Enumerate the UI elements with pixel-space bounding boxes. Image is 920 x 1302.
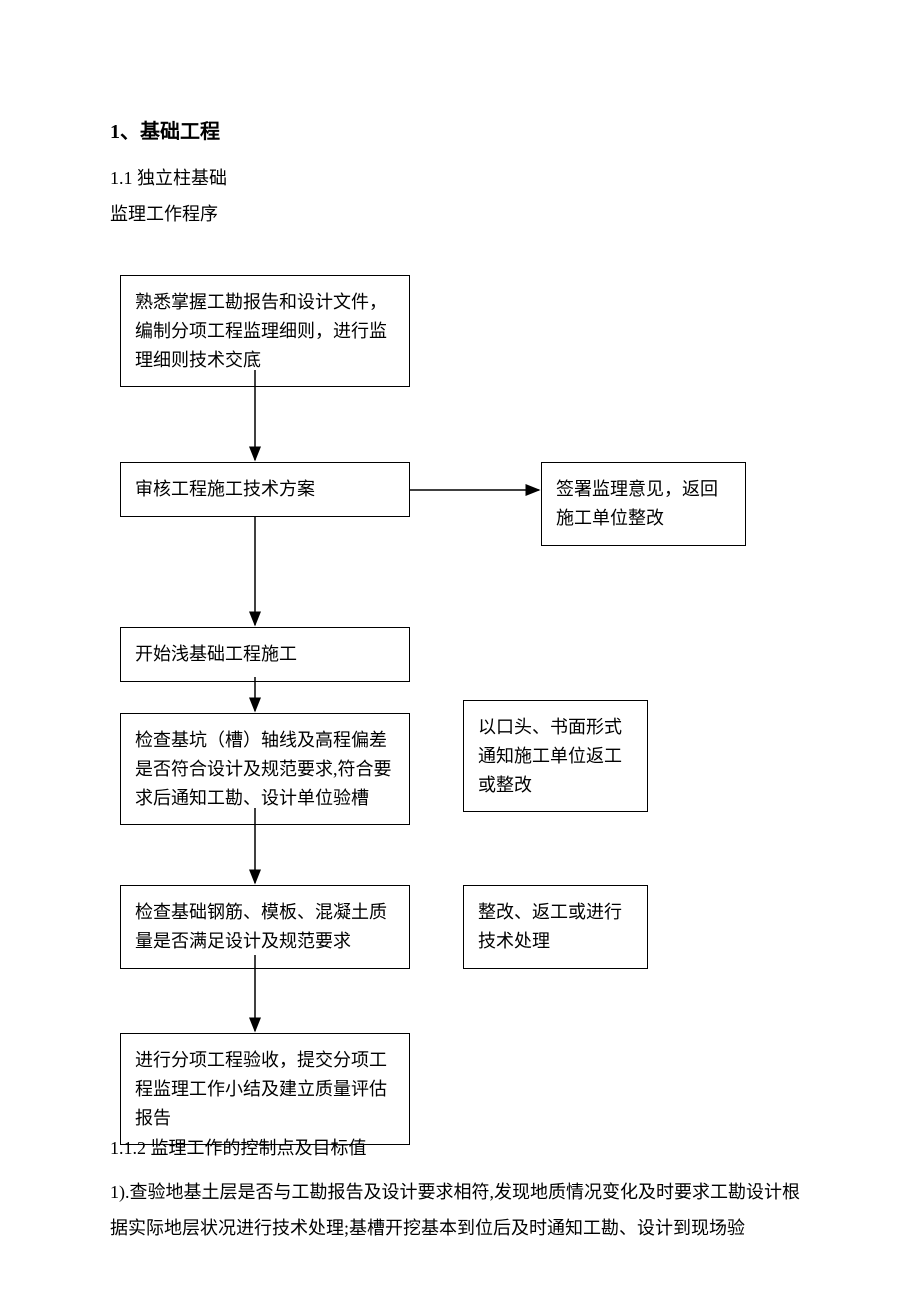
paragraph-1: 1).查验地基土层是否与工勘报告及设计要求相符,发现地质情况变化及时要求工勘设计…	[110, 1174, 810, 1246]
arrow-n1-n2	[0, 0, 920, 1302]
subsection-1-1-2: 1.1.2 监理工作的控制点及目标值	[110, 1130, 810, 1166]
